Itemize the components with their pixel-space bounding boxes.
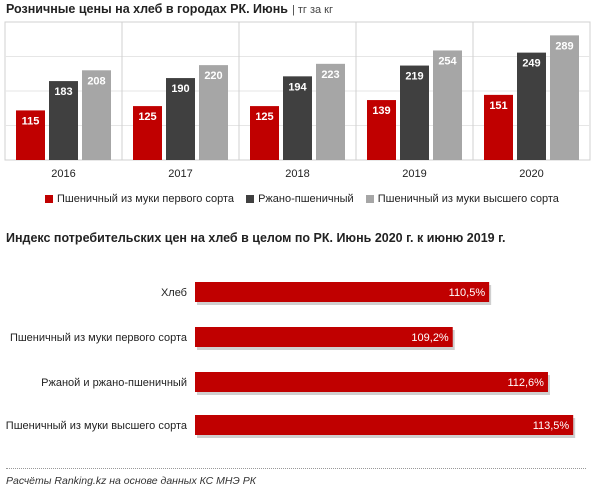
legend-swatch-red	[45, 195, 53, 203]
bar	[133, 106, 162, 160]
x-tick-label: 2016	[51, 168, 75, 180]
legend-item-rye-wheat: Ржано-пшеничный	[246, 193, 354, 205]
bar-shadow	[197, 375, 550, 395]
source-note: Расчёты Ranking.kz на основе данных КС М…	[6, 475, 256, 487]
bar	[199, 65, 228, 160]
bar-value-label: 190	[171, 83, 189, 95]
bar-value-label: 110,5%	[449, 287, 486, 299]
footer-divider	[6, 468, 586, 469]
bar-value-label: 139	[372, 105, 390, 117]
bar	[82, 70, 111, 160]
legend-label-first-grade: Пшеничный из муки первого сорта	[57, 193, 235, 205]
legend-swatch-gray	[365, 195, 374, 203]
legend-swatch-dark	[246, 195, 255, 203]
chart1-title-text: Розничные цены на хлеб в городах РК. Июн…	[6, 2, 288, 16]
legend-item-first-grade: Пшеничный из муки первого сорта	[45, 193, 234, 205]
x-tick-label: 2019	[402, 168, 426, 180]
bar	[195, 327, 453, 347]
chart2-title: Индекс потребительских цен на хлеб в цел…	[6, 231, 506, 245]
bar-value-label: 112,6%	[507, 377, 544, 389]
bar	[195, 282, 490, 302]
bar	[166, 78, 195, 160]
y-category-label: Пшеничный из муки первого сорта	[10, 332, 188, 344]
bar-shadow	[197, 285, 492, 305]
legend-label-premium: Пшеничный из муки высшего сорта	[377, 193, 559, 205]
chart1-legend: Пшеничный из муки первого сорта Ржано-пш…	[45, 193, 559, 205]
bar	[400, 65, 429, 160]
bar	[550, 35, 579, 160]
bar-value-label: 220	[204, 70, 222, 82]
bar	[484, 94, 513, 160]
bar-shadow	[197, 330, 455, 350]
bar	[433, 50, 462, 160]
bar-value-label: 113,5%	[533, 420, 570, 432]
bar	[16, 110, 45, 160]
bar-value-label: 183	[54, 86, 72, 98]
bar	[517, 52, 546, 160]
bar-value-label: 194	[288, 81, 307, 93]
bar-value-label: 249	[522, 58, 540, 70]
bar	[250, 106, 279, 160]
legend-label-rye-wheat: Ржано-пшеничный	[258, 193, 354, 205]
bar	[49, 81, 78, 160]
y-category-label: Хлеб	[161, 287, 187, 299]
bar-value-label: 125	[138, 111, 156, 123]
x-tick-label: 2017	[168, 168, 192, 180]
bar	[316, 63, 345, 160]
price-bar-chart: 115 183 208 2016 125 190 220 2017 125 194 223 2018 1…	[4, 21, 591, 180]
y-category-label: Ржаной и ржано-пшеничный	[41, 377, 187, 389]
bar	[195, 372, 548, 392]
chart1-title: Розничные цены на хлеб в городах РК. Июн…	[6, 2, 333, 16]
bar-value-label: 289	[555, 40, 573, 52]
bar-value-label: 115	[22, 115, 40, 127]
bar	[195, 415, 574, 435]
bar	[367, 100, 396, 160]
bar-value-label: 151	[489, 100, 507, 112]
bar-value-label: 219	[405, 71, 423, 83]
x-tick-label: 2020	[519, 168, 543, 180]
bar-value-label: 109,2%	[411, 332, 449, 344]
bar-value-label: 125	[255, 111, 273, 123]
bar-value-label: 223	[321, 69, 339, 81]
x-tick-label: 2018	[285, 168, 309, 180]
bar-value-label: 208	[87, 75, 105, 87]
y-category-label: Пшеничный из муки высшего сорта	[6, 420, 188, 432]
bar	[283, 76, 312, 160]
legend-item-premium: Пшеничный из муки высшего сорта	[365, 193, 559, 205]
bar-value-label: 254	[438, 55, 457, 67]
bar-shadow	[197, 418, 576, 438]
chart1-unit: | тг за кг	[291, 4, 333, 16]
